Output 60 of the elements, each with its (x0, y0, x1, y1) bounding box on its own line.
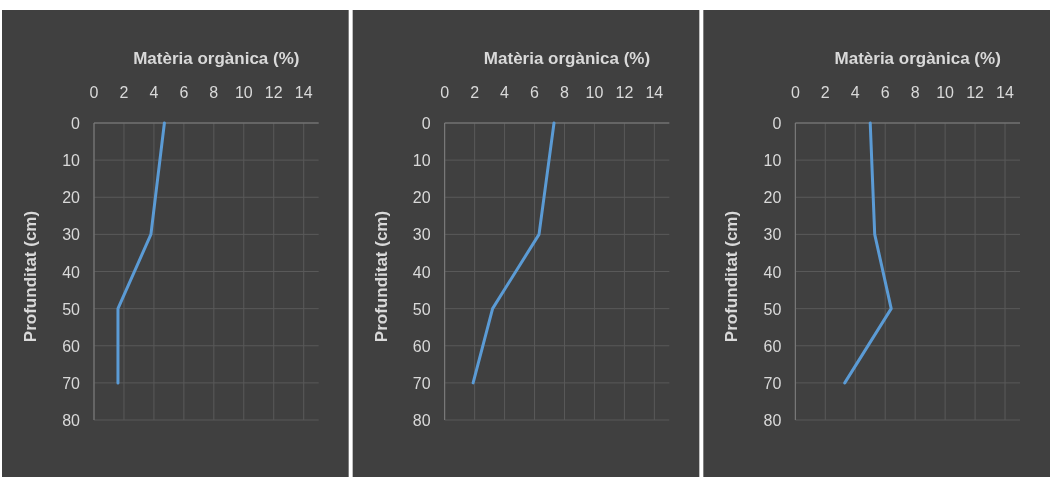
x-tick-label: 12 (264, 84, 283, 101)
y-tick-label: 10 (412, 152, 431, 170)
line-series (843, 121, 893, 385)
x-tick-label: 2 (820, 84, 830, 101)
x-axis-title: Matèria orgànica (%) (834, 49, 1001, 68)
y-tick-label: 0 (421, 115, 431, 132)
y-tick-label: 30 (62, 226, 81, 244)
x-tick-label: 0 (790, 84, 800, 101)
y-tick-label: 40 (763, 263, 782, 281)
y-tick-label: 40 (412, 263, 431, 281)
y-tick-label: 60 (763, 337, 782, 355)
x-tick-label: 2 (470, 84, 480, 101)
x-tick-label: 4 (500, 84, 510, 101)
y-tick-label: 70 (412, 374, 431, 392)
x-axis-title: Matèria orgànica (%) (133, 49, 300, 68)
x-tick-label: 12 (615, 84, 634, 101)
x-tick-label: 14 (645, 84, 664, 101)
x-tick-label: 10 (234, 84, 253, 101)
x-tick-label: 0 (89, 84, 99, 101)
y-tick-label: 50 (62, 300, 81, 318)
x-tick-label: 10 (585, 84, 604, 101)
x-tick-label: 6 (530, 84, 540, 101)
x-tick-label: 14 (996, 84, 1015, 101)
y-tick-label: 70 (62, 374, 81, 392)
y-tick-label: 20 (62, 189, 81, 207)
x-tick-label: 12 (966, 84, 985, 101)
y-tick-label: 0 (772, 115, 782, 132)
x-tick-label: 8 (910, 84, 920, 101)
x-tick-label: 8 (209, 84, 219, 101)
x-tick-label: 10 (936, 84, 955, 101)
line-series (471, 121, 556, 385)
x-tick-label: 6 (880, 84, 890, 101)
x-tick-label: 14 (294, 84, 313, 101)
y-tick-label: 30 (412, 226, 431, 244)
y-tick-label: 70 (763, 374, 782, 392)
y-tick-label: 80 (412, 412, 431, 429)
y-tick-label: 20 (412, 189, 431, 207)
y-tick-label: 80 (62, 412, 81, 429)
x-tick-label: 8 (560, 84, 570, 101)
y-tick-label: 40 (62, 263, 81, 281)
x-tick-label: 6 (179, 84, 189, 101)
y-tick-label: 50 (412, 300, 431, 318)
y-tick-label: 50 (763, 300, 782, 318)
x-tick-label: 2 (119, 84, 129, 101)
x-tick-label: 0 (440, 84, 450, 101)
y-tick-label: 60 (412, 337, 431, 355)
y-tick-label: 10 (763, 152, 782, 170)
line-series (116, 121, 166, 385)
y-axis-title: Profunditat (cm) (722, 210, 742, 343)
y-tick-label: 80 (763, 412, 782, 429)
y-tick-label: 10 (62, 152, 81, 170)
y-axis-title: Profunditat (cm) (21, 210, 40, 343)
x-tick-label: 4 (850, 84, 860, 101)
x-tick-label: 4 (149, 84, 159, 101)
y-tick-label: 0 (71, 115, 81, 132)
x-axis-title: Matèria orgànica (%) (483, 49, 651, 68)
y-tick-label: 30 (763, 226, 782, 244)
y-axis-title: Profunditat (cm) (371, 210, 391, 343)
y-tick-label: 60 (62, 337, 81, 355)
y-tick-label: 20 (763, 189, 782, 207)
